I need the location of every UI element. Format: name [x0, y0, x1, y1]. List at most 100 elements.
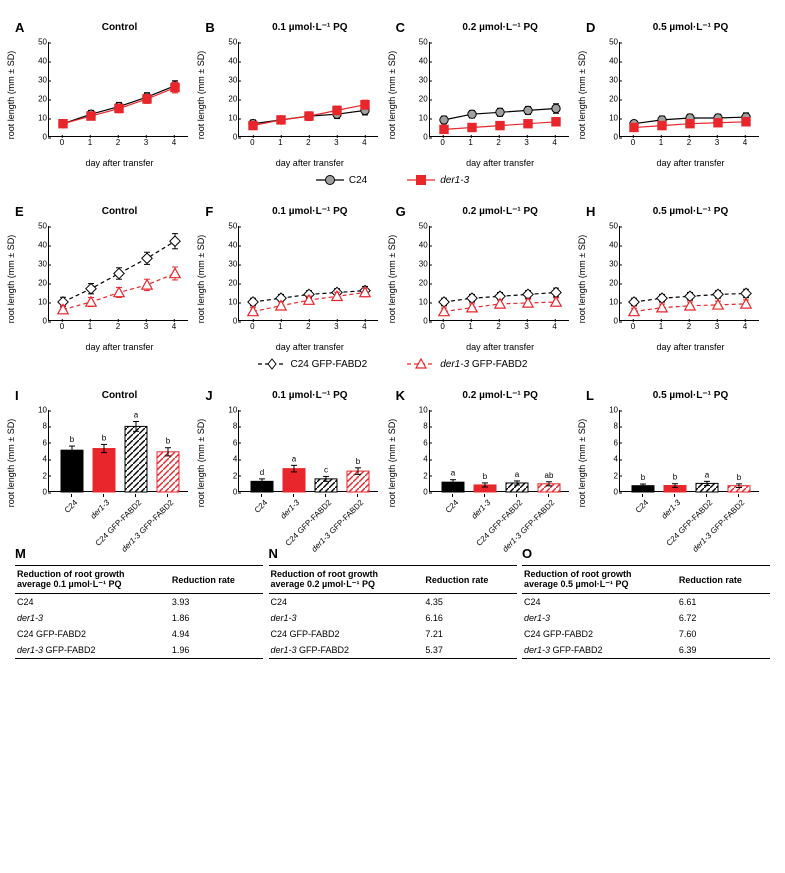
title: 0.5 µmol·L⁻¹ PQ: [586, 390, 770, 401]
ylabel: root length (mm ± SD): [197, 419, 207, 507]
panel-B: B0.1 µmol·L⁻¹ PQroot length (mm ± SD) 01…: [205, 20, 389, 170]
ylabel: root length (mm ± SD): [387, 51, 397, 139]
yticks: 01020304050: [33, 42, 47, 137]
panel-J: J0.1 µmol·L⁻¹ PQroot length (mm ± SD) d …: [205, 388, 389, 538]
th1: Reduction of root growthaverage 0.2 µmol…: [269, 566, 424, 594]
barplot-L: b b a b: [619, 410, 759, 492]
plot-C: [429, 42, 569, 137]
legend-der-label: der1-3: [440, 175, 469, 186]
legend-1: C24 der1-3: [15, 174, 770, 186]
table-M: MReduction of root growthaverage 0.1 µmo…: [15, 546, 263, 659]
title: 0.2 µmol·L⁻¹ PQ: [396, 206, 580, 217]
xticks: C24der1-3C24 GFP-FABD2der1-3 GFP-FABD2: [619, 494, 759, 538]
plot-G: [429, 226, 569, 321]
ylabel: root length (mm ± SD): [387, 419, 397, 507]
yticks: 0246810: [604, 410, 618, 492]
xticks: C24der1-3C24 GFP-FABD2der1-3 GFP-FABD2: [48, 494, 188, 538]
svg-text:b: b: [737, 473, 742, 482]
xticks: 01234: [48, 136, 188, 150]
legend-derg: der1-3 GFP-FABD2: [407, 358, 527, 370]
yticks: 01020304050: [604, 42, 618, 137]
tbody-M: C243.93der1-31.86C24 GFP-FABD24.94der1-3…: [15, 594, 263, 659]
svg-text:d: d: [260, 468, 264, 477]
th2: Reduction rate: [423, 566, 516, 594]
ylabel: root length (mm ± SD): [577, 419, 587, 507]
title: 0.2 µmol·L⁻¹ PQ: [396, 390, 580, 401]
xlabel: day after transfer: [205, 158, 389, 168]
svg-text:a: a: [134, 410, 139, 419]
plot-A: [48, 42, 188, 137]
xlabel: day after transfer: [396, 158, 580, 168]
yticks: 01020304050: [223, 42, 237, 137]
xticks: 01234: [48, 320, 188, 334]
table: Reduction of root growthaverage 0.5 µmol…: [522, 565, 770, 659]
title: 0.5 µmol·L⁻¹ PQ: [586, 206, 770, 217]
svg-text:b: b: [641, 473, 646, 482]
yticks: 01020304050: [223, 226, 237, 321]
title: 0.5 µmol·L⁻¹ PQ: [586, 22, 770, 33]
th2: Reduction rate: [677, 566, 770, 594]
xlabel: day after transfer: [586, 342, 770, 352]
panel-E: EControlroot length (mm ± SD) 0102030405…: [15, 204, 199, 354]
panel-C: C0.2 µmol·L⁻¹ PQroot length (mm ± SD) 01…: [396, 20, 580, 170]
tbody-N: C244.35der1-36.16C24 GFP-FABD27.21der1-3…: [269, 594, 517, 659]
xlabel: day after transfer: [586, 158, 770, 168]
xticks: 01234: [238, 320, 378, 334]
legend-c24: C24: [316, 174, 367, 186]
ylabel: root length (mm ± SD): [387, 235, 397, 323]
bar-row: IControlroot length (mm ± SD) b b a b024…: [15, 388, 770, 538]
xticks: 01234: [429, 320, 569, 334]
yticks: 0246810: [223, 410, 237, 492]
svg-text:b: b: [166, 437, 171, 446]
svg-text:a: a: [292, 454, 297, 463]
legend-c24-label: C24: [349, 175, 367, 186]
letter: O: [522, 546, 770, 561]
svg-text:a: a: [705, 470, 710, 479]
svg-text:b: b: [356, 457, 361, 466]
yticks: 01020304050: [604, 226, 618, 321]
title: 0.2 µmol·L⁻¹ PQ: [396, 22, 580, 33]
title: 0.1 µmol·L⁻¹ PQ: [205, 390, 389, 401]
xlabel: day after transfer: [15, 342, 199, 352]
svg-text:b: b: [482, 472, 487, 481]
table-O: O Reduction of root growthaverage 0.5 µmo…: [522, 546, 770, 659]
tables-row: MReduction of root growthaverage 0.1 µmo…: [15, 546, 770, 659]
title: Control: [15, 206, 199, 217]
svg-text:ab: ab: [544, 471, 553, 480]
svg-text:a: a: [514, 470, 519, 479]
ylabel: root length (mm ± SD): [197, 51, 207, 139]
ylabel: root length (mm ± SD): [577, 51, 587, 139]
title: 0.1 µmol·L⁻¹ PQ: [205, 206, 389, 217]
plot-B: [238, 42, 378, 137]
panel-K: K0.2 µmol·L⁻¹ PQroot length (mm ± SD) a …: [396, 388, 580, 538]
xticks: 01234: [619, 136, 759, 150]
plot-H: [619, 226, 759, 321]
yticks: 0246810: [414, 410, 428, 492]
panel-H: H0.5 µmol·L⁻¹ PQroot length (mm ± SD) 01…: [586, 204, 770, 354]
xticks: 01234: [238, 136, 378, 150]
panel-L: L0.5 µmol·L⁻¹ PQroot length (mm ± SD) b …: [586, 388, 770, 538]
title: Control: [15, 390, 199, 401]
legend-c24g-label: C24 GFP-FABD2: [291, 359, 368, 370]
line-row-2: EControlroot length (mm ± SD) 0102030405…: [15, 204, 770, 354]
yticks: 01020304050: [414, 226, 428, 321]
panel-A: AControlroot length (mm ± SD) 0102030405…: [15, 20, 199, 170]
panel-I: IControlroot length (mm ± SD) b b a b024…: [15, 388, 199, 538]
xlabel: day after transfer: [396, 342, 580, 352]
legend-2: C24 GFP-FABD2 der1-3 GFP-FABD2: [15, 358, 770, 370]
tbody-O: C246.61der1-36.72C24 GFP-FABD27.60der1-3…: [522, 594, 770, 659]
xticks: 01234: [619, 320, 759, 334]
table-N: NReduction of root growthaverage 0.2 µmo…: [269, 546, 517, 659]
svg-text:b: b: [102, 433, 107, 442]
xticks: C24der1-3C24 GFP-FABD2der1-3 GFP-FABD2: [238, 494, 378, 538]
svg-text:a: a: [450, 469, 455, 478]
plot-E: [48, 226, 188, 321]
table: Reduction of root growthaverage 0.2 µmol…: [269, 565, 517, 659]
panel-D: D0.5 µmol·L⁻¹ PQroot length (mm ± SD) 01…: [586, 20, 770, 170]
barplot-K: a b a ab: [429, 410, 569, 492]
legend-c24g: C24 GFP-FABD2: [258, 358, 368, 370]
line-row-1: AControlroot length (mm ± SD) 0102030405…: [15, 20, 770, 170]
ylabel: root length (mm ± SD): [6, 419, 16, 507]
title: 0.1 µmol·L⁻¹ PQ: [205, 22, 389, 33]
ylabel: root length (mm ± SD): [6, 235, 16, 323]
